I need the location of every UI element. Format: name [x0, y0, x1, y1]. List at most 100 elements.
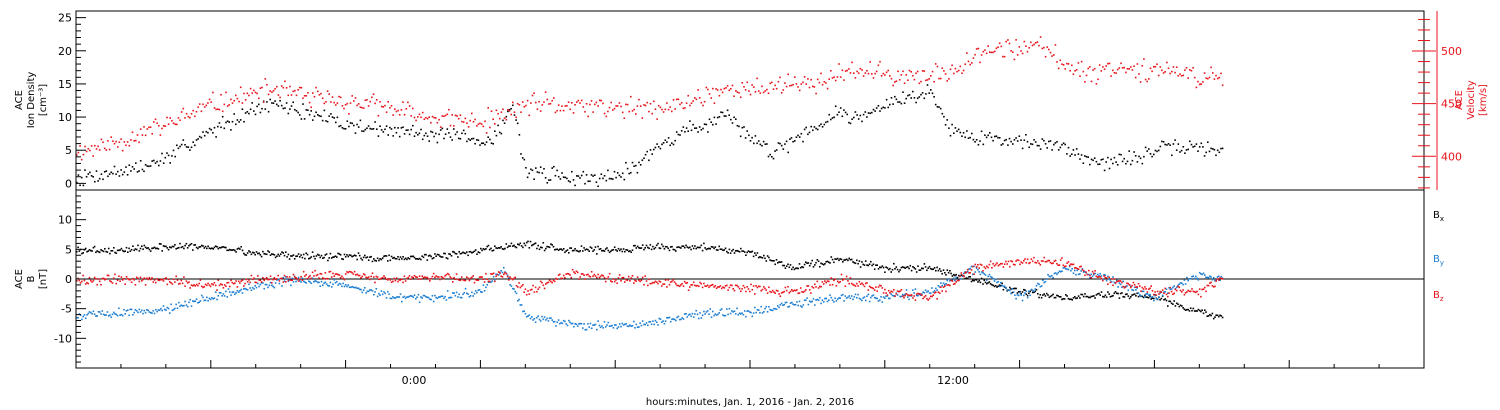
bz-point	[676, 284, 678, 287]
bz-point	[199, 279, 202, 281]
bx-point	[666, 246, 668, 248]
density-point	[1098, 163, 1101, 165]
by-point	[982, 272, 984, 274]
bz-point	[406, 277, 408, 280]
density-point	[1171, 154, 1173, 157]
bz-point	[169, 281, 171, 283]
bx-point	[745, 254, 747, 256]
by-point	[423, 294, 426, 297]
by-point	[856, 296, 858, 299]
by-point	[810, 301, 812, 303]
bz-point	[699, 281, 701, 284]
bz-point	[425, 276, 427, 279]
velocity-point	[1056, 61, 1058, 63]
by-point	[951, 279, 954, 281]
density-point	[579, 177, 581, 179]
bx-point	[148, 248, 151, 251]
velocity-point	[549, 102, 552, 105]
density-point	[1056, 141, 1058, 143]
by-point	[523, 310, 525, 312]
velocity-point	[318, 94, 321, 96]
by-point	[477, 289, 480, 292]
velocity-point	[138, 141, 140, 144]
bz-point	[589, 276, 592, 278]
bz-point	[1212, 286, 1215, 288]
velocity-point	[703, 100, 706, 103]
bx-point	[343, 253, 346, 256]
velocity-point	[1097, 78, 1099, 81]
bz-point	[172, 278, 175, 281]
bz-point	[972, 265, 974, 268]
bx-point	[157, 248, 160, 250]
velocity-point	[1193, 76, 1196, 79]
bx-point	[534, 242, 537, 244]
bx-point	[1020, 293, 1022, 295]
bz-point	[1094, 270, 1096, 272]
by-point	[161, 309, 163, 312]
density-point	[205, 130, 208, 133]
velocity-point	[208, 98, 211, 101]
by-point	[395, 296, 398, 298]
velocity-point	[1069, 69, 1071, 72]
density-point	[154, 162, 157, 164]
density-point	[176, 144, 178, 147]
velocity-point	[507, 109, 509, 111]
bz-point	[308, 276, 310, 278]
velocity-point	[110, 136, 112, 138]
bz-point	[893, 289, 895, 291]
density-point	[1220, 147, 1222, 150]
bx-point	[796, 267, 798, 269]
by-point	[169, 312, 171, 314]
bz-point	[601, 274, 603, 276]
bx-point	[407, 257, 409, 259]
velocity-point	[700, 101, 703, 104]
by-point	[1147, 294, 1150, 296]
density-point	[1218, 151, 1221, 154]
bx-point	[169, 246, 171, 248]
bz-point	[542, 284, 545, 287]
by-point	[594, 323, 597, 326]
bz-point	[445, 273, 448, 276]
bx-point	[401, 258, 403, 260]
velocity-point	[902, 70, 904, 73]
bx-point	[603, 250, 606, 252]
bx-point	[769, 259, 771, 261]
density-point	[1205, 151, 1207, 154]
bx-point	[828, 261, 830, 264]
bz-point	[508, 279, 510, 281]
velocity-point	[1167, 67, 1170, 70]
bz-point	[214, 284, 217, 287]
velocity-point	[887, 69, 889, 72]
bz-point	[548, 279, 551, 282]
bz-point	[88, 276, 91, 279]
density-point	[659, 147, 662, 150]
bz-point	[1105, 277, 1108, 279]
bz-point	[653, 281, 655, 284]
bz-point	[468, 279, 471, 282]
bx-point	[503, 248, 505, 251]
bx-point	[483, 248, 486, 251]
bx-point	[1021, 291, 1024, 293]
by-point	[935, 287, 937, 290]
density-point	[408, 133, 411, 136]
density-point	[1193, 145, 1196, 148]
velocity-point	[789, 85, 791, 87]
velocity-point	[784, 82, 786, 84]
bz-point	[604, 280, 607, 283]
velocity-point	[982, 50, 985, 53]
bx-point	[81, 252, 83, 255]
bz-point	[690, 284, 692, 286]
by-point	[486, 284, 488, 286]
density-point	[346, 120, 349, 122]
bx-point	[235, 251, 237, 253]
bx-point	[253, 252, 255, 254]
bz-point	[831, 283, 834, 286]
density-point	[366, 127, 368, 129]
bx-point	[751, 250, 754, 253]
velocity-point	[861, 69, 863, 71]
by-point	[648, 321, 650, 323]
bx-point	[92, 246, 95, 249]
velocity-point	[228, 104, 230, 106]
by-point	[1049, 275, 1052, 278]
bx-point	[661, 243, 663, 246]
